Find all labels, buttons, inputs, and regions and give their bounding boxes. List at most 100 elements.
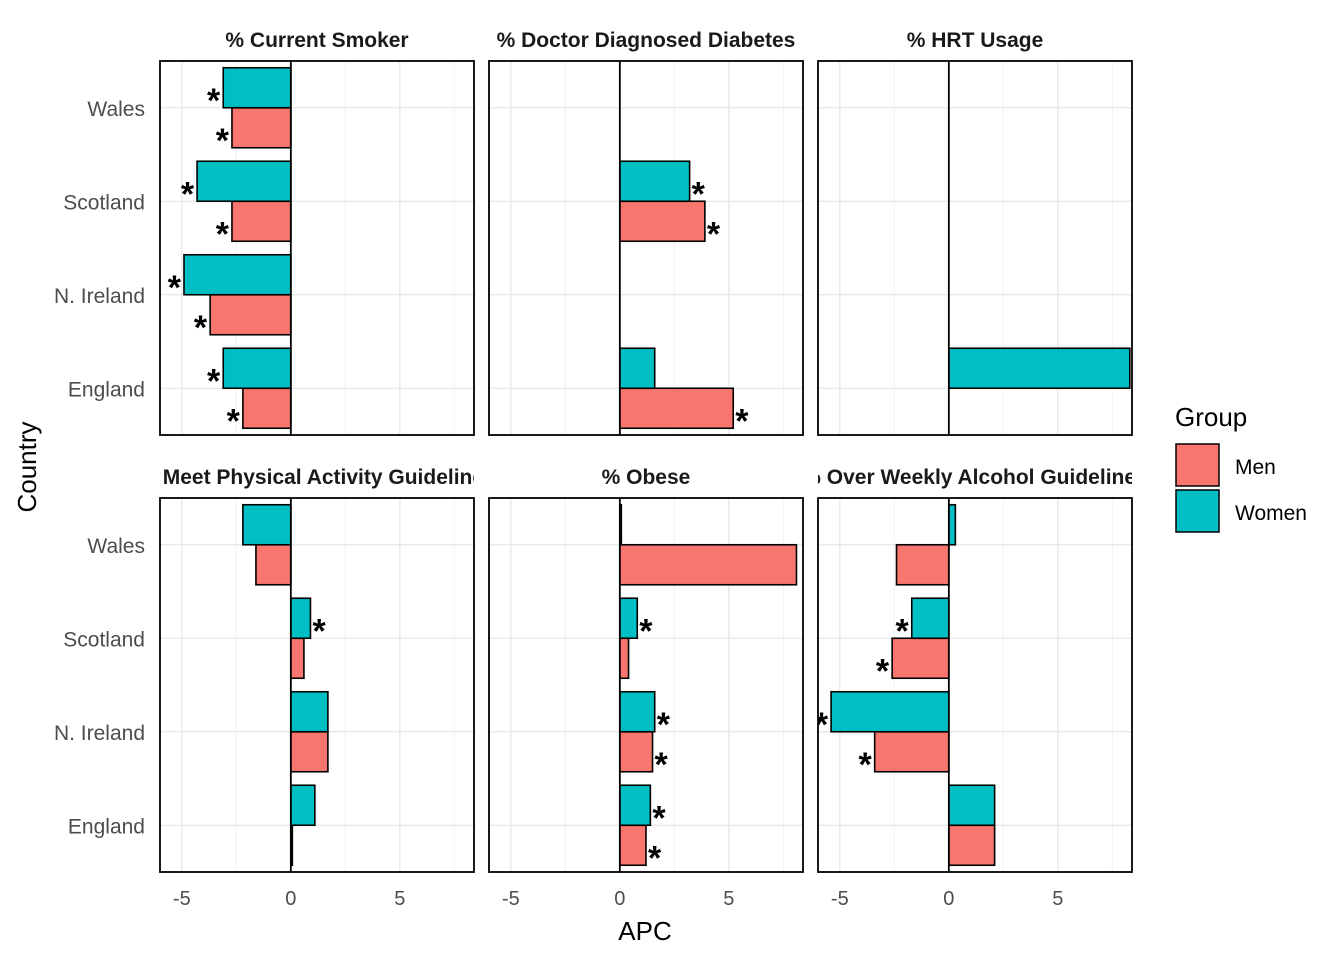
bar-men-england xyxy=(619,824,647,867)
bar-women-n-ireland xyxy=(290,690,329,733)
panel-title: % HRT Usage xyxy=(907,29,1044,52)
bar-men-scotland xyxy=(619,637,630,680)
panel-current-smoker: ******** % Current Smoker England N. Irelan… xyxy=(54,29,475,440)
x-tick-label: 5 xyxy=(723,888,734,910)
legend-swatch-men xyxy=(1175,443,1220,487)
bar-women-scotland xyxy=(910,597,950,640)
panel-obese: *****% Obese-5 0 5 xyxy=(488,466,804,910)
panel-title: % Doctor Diagnosed Diabetes xyxy=(497,29,796,52)
significance-marker: * xyxy=(207,82,221,120)
panel-border xyxy=(488,497,804,873)
bar-men-england xyxy=(242,387,292,430)
significance-marker: * xyxy=(655,746,669,784)
bar-women-n-ireland xyxy=(830,690,950,733)
bar-men-wales xyxy=(619,543,798,586)
x-axis-label: APC xyxy=(618,916,671,946)
x-tick-label: -5 xyxy=(502,888,520,910)
panel-border xyxy=(159,60,475,436)
panel-title: % Over Weekly Alcohol Guidelines xyxy=(802,466,1147,489)
bar-women-scotland xyxy=(290,597,312,640)
significance-marker: * xyxy=(876,652,890,690)
y-tick-label: Wales xyxy=(87,535,145,558)
x-tick-label: 0 xyxy=(285,888,296,910)
significance-marker: * xyxy=(181,175,195,213)
bar-men-wales xyxy=(231,106,292,149)
x-tick-label: -5 xyxy=(831,888,849,910)
x-tick-label: 5 xyxy=(1052,888,1063,910)
bar-men-n-ireland xyxy=(290,730,329,773)
significance-marker: * xyxy=(168,269,182,307)
panel-title: % Current Smoker xyxy=(225,29,408,52)
significance-marker: * xyxy=(194,309,208,347)
bar-men-england xyxy=(619,387,735,430)
y-tick-label: Wales xyxy=(87,98,145,121)
bar-women-n-ireland xyxy=(619,690,656,733)
y-tick-label: Scotland xyxy=(63,191,145,214)
panel-border xyxy=(488,60,804,436)
panel-hrt-usage: * % HRT Usage xyxy=(817,29,1146,436)
significance-marker: * xyxy=(692,175,706,213)
bar-men-scotland xyxy=(891,637,950,680)
bar-men-scotland xyxy=(231,200,292,243)
bar-men-england xyxy=(948,824,996,867)
y-tick-label: England xyxy=(68,815,145,838)
legend: Group Men Women xyxy=(1175,402,1307,533)
bar-women-england xyxy=(619,784,652,827)
bar-women-wales xyxy=(948,503,957,546)
bar-group: ******** xyxy=(168,66,292,440)
legend-label-women: Women xyxy=(1235,502,1307,525)
legend-swatch-women xyxy=(1175,489,1220,533)
significance-marker: * xyxy=(652,799,666,837)
bar-group: * xyxy=(948,347,1146,400)
significance-marker: * xyxy=(815,706,829,744)
significance-marker: * xyxy=(207,362,221,400)
x-tick-label: 5 xyxy=(394,888,405,910)
bar-men-scotland xyxy=(290,637,305,680)
bar-women-scotland xyxy=(619,160,691,203)
bar-men-n-ireland xyxy=(873,730,950,773)
bar-women-england xyxy=(948,784,996,827)
bar-group: ***** xyxy=(619,503,798,877)
x-tick-label: 0 xyxy=(943,888,954,910)
legend-title: Group xyxy=(1175,402,1247,432)
bar-men-n-ireland xyxy=(619,730,654,773)
legend-label-men: Men xyxy=(1235,456,1276,479)
significance-marker: * xyxy=(639,612,653,650)
bar-women-scotland xyxy=(196,160,292,203)
bar-men-wales xyxy=(895,543,950,586)
significance-marker: * xyxy=(648,839,662,877)
y-axis-label: Country xyxy=(12,421,42,512)
panel-over-weekly-alcohol-guidelines: ****% Over Weekly Alcohol Guidelines-5 0 5 xyxy=(802,466,1147,910)
bar-women-england xyxy=(619,347,656,390)
x-tick-label: -5 xyxy=(173,888,191,910)
y-tick-label: Scotland xyxy=(63,628,145,651)
significance-marker: * xyxy=(858,746,872,784)
bar-women-scotland xyxy=(619,597,639,640)
bar-women-n-ireland xyxy=(183,253,292,296)
bar-men-wales xyxy=(255,543,292,586)
panel-doctor-diagnosed-diabetes: ***% Doctor Diagnosed Diabetes xyxy=(488,29,804,440)
significance-marker: * xyxy=(657,706,671,744)
bar-women-england xyxy=(222,347,292,390)
bar-women-wales xyxy=(242,503,292,546)
y-tick-label: N. Ireland xyxy=(54,285,145,308)
significance-marker: * xyxy=(1132,362,1146,400)
bar-group: **** xyxy=(815,503,996,867)
significance-marker: * xyxy=(227,402,241,440)
bar-men-n-ireland xyxy=(209,293,292,336)
bar-women-wales xyxy=(222,66,292,109)
bar-group: *** xyxy=(619,160,749,440)
panel-meet-physical-activity-guidelines: * % Meet Physical Activity Guidelines Engl… xyxy=(54,466,475,910)
y-tick-label: England xyxy=(68,378,145,401)
bar-group: * xyxy=(242,503,329,867)
significance-marker: * xyxy=(896,612,910,650)
bar-women-england xyxy=(948,347,1131,390)
panel-border xyxy=(159,497,475,873)
significance-marker: * xyxy=(707,215,721,253)
significance-marker: * xyxy=(735,402,749,440)
panel-border xyxy=(817,60,1133,436)
significance-marker: * xyxy=(312,612,326,650)
y-tick-label: N. Ireland xyxy=(54,722,145,745)
